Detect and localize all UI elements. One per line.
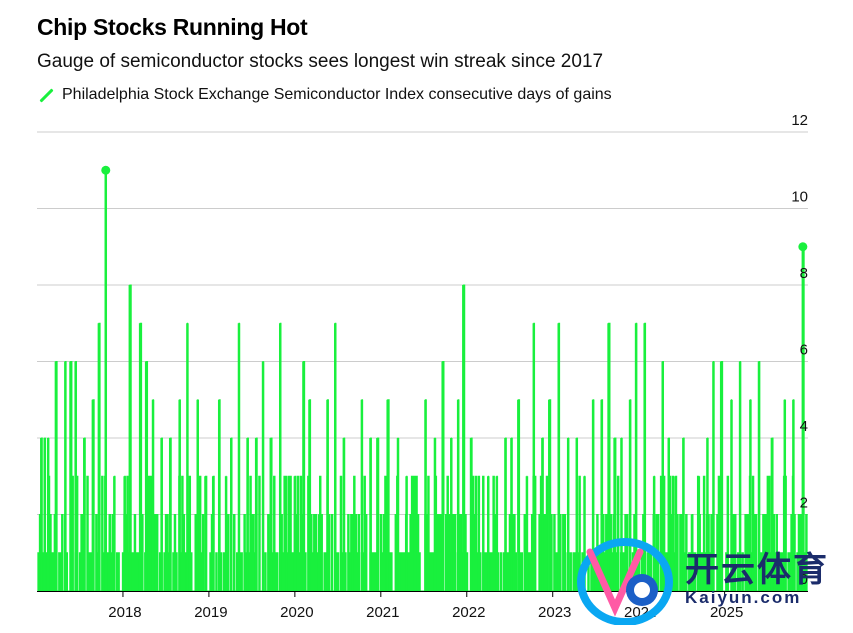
- y-tick-label: 2: [800, 495, 808, 512]
- y-tick-label: 4: [800, 418, 808, 435]
- watermark-logo: [577, 538, 673, 626]
- y-axis: 0 2 4 6 8 10 12: [791, 112, 808, 588]
- x-tick-label: 2021: [366, 604, 399, 621]
- y-tick-label: 6: [800, 342, 808, 359]
- x-tick-label: 2023: [538, 604, 571, 621]
- watermark-chinese: 开云体育: [685, 551, 829, 589]
- peak-marker: [798, 242, 808, 252]
- y-tick-label: 10: [791, 189, 808, 206]
- data-area: [37, 169, 808, 592]
- peak-marker: [101, 165, 111, 175]
- data-markers: [101, 165, 808, 252]
- x-tick-label: 2022: [452, 604, 485, 621]
- chart-title: Chip Stocks Running Hot: [37, 14, 308, 40]
- watermark-latin: Kaiyun.com: [685, 588, 802, 607]
- x-tick-label: 2020: [280, 604, 313, 621]
- x-tick-label: 2025: [710, 604, 743, 621]
- legend-label: Philadelphia Stock Exchange Semiconducto…: [62, 86, 612, 103]
- y-tick-label: 8: [800, 265, 808, 282]
- x-tick-label: 2019: [194, 604, 227, 621]
- chart-subtitle: Gauge of semiconductor stocks sees longe…: [37, 51, 604, 72]
- legend: Philadelphia Stock Exchange Semiconducto…: [37, 86, 612, 104]
- x-axis: 2018 2019 2020 2021 2022 2023 2024 2025: [37, 591, 808, 621]
- y-tick-label: 12: [791, 112, 808, 129]
- y-tick-label: 0: [800, 571, 808, 588]
- watermark: 开云体育 Kaiyun.com: [570, 530, 850, 626]
- x-tick-label: 2018: [108, 604, 141, 621]
